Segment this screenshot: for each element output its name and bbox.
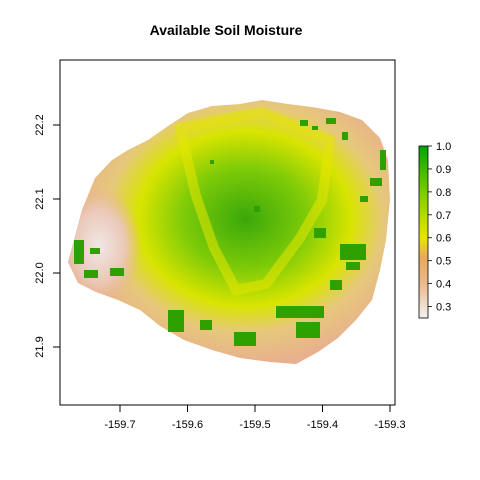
legend-tick-label: 0.3 — [436, 302, 451, 314]
legend-tick-label: 0.7 — [436, 210, 451, 222]
y-tick-label: 21.9 — [34, 336, 46, 357]
x-tick-label: -159.3 — [374, 419, 405, 431]
legend-tick-label: 0.8 — [436, 187, 451, 199]
legend-tick-label: 1.0 — [436, 141, 451, 153]
map-title: Available Soil Moisture — [149, 22, 303, 38]
legend-tick-label: 0.5 — [436, 256, 451, 268]
x-axis: -159.7 -159.6 -159.5 -159.4 -159.3 — [104, 405, 406, 431]
x-tick-label: -159.6 — [172, 419, 203, 431]
y-tick-label: 22.0 — [34, 262, 46, 283]
high-moisture-patches — [74, 118, 386, 346]
legend-colorbar — [418, 145, 429, 319]
x-tick-label: -159.4 — [307, 419, 338, 431]
legend-ticks: 0.3 0.4 0.5 0.6 0.7 0.8 0.9 1.0 — [428, 141, 451, 314]
legend-tick-label: 0.9 — [436, 164, 451, 176]
y-axis: 21.9 22.0 22.1 22.2 — [34, 114, 60, 358]
legend-tick-label: 0.4 — [436, 279, 451, 291]
legend: 0.3 0.4 0.5 0.6 0.7 0.8 0.9 1.0 — [418, 141, 451, 319]
x-tick-label: -159.5 — [239, 419, 270, 431]
y-tick-label: 22.1 — [34, 188, 46, 209]
x-tick-label: -159.7 — [104, 419, 135, 431]
dry-west-shading — [68, 126, 210, 326]
y-tick-label: 22.2 — [34, 114, 46, 135]
moisture-ring — [173, 106, 336, 296]
legend-tick-label: 0.6 — [436, 233, 451, 245]
